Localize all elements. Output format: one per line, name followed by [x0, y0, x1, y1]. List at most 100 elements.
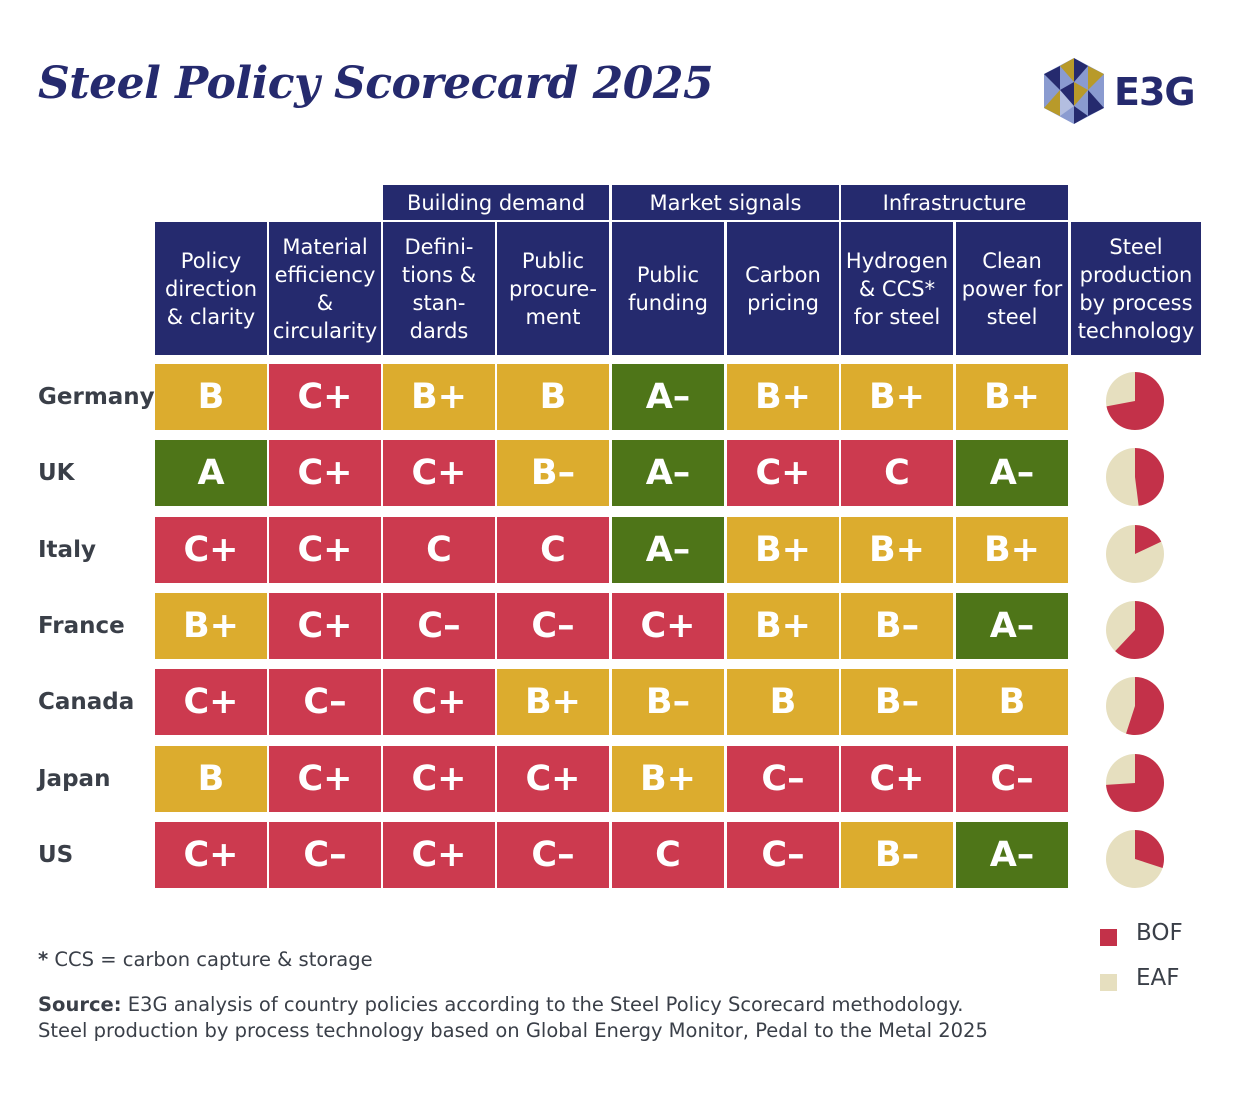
grade-cell: C–	[956, 745, 1068, 812]
grade-cell: B+	[841, 516, 953, 583]
grade-cell: C	[383, 516, 495, 583]
grade-cell: B–	[497, 440, 609, 507]
logo-text: E3G	[1114, 70, 1196, 114]
grade-cell: B–	[841, 669, 953, 736]
grade-cell: A–	[956, 440, 1068, 507]
column-header-line: &	[316, 290, 334, 315]
source-note: Source: E3G analysis of country policies…	[38, 992, 988, 1044]
pie-slice-bof	[1126, 677, 1164, 736]
production-header: Steel production by process technology	[1071, 222, 1201, 355]
column-header-line: Policy	[180, 248, 242, 273]
production-header-line: production	[1079, 262, 1193, 287]
source-label: Source:	[38, 993, 122, 1016]
grade-cell: A	[155, 440, 267, 507]
grade-cell: B+	[956, 516, 1068, 583]
grade-cell: C+	[383, 440, 495, 507]
column-header-line: for steel	[853, 304, 941, 329]
source-line-1: E3G analysis of country policies accordi…	[121, 993, 964, 1016]
column-header: Policy direction & clarity	[155, 222, 267, 355]
column-header-line: power for	[961, 276, 1063, 301]
production-header-line: technology	[1077, 318, 1195, 343]
column-header-line: efficiency	[274, 262, 376, 287]
grade-cell: B+	[612, 745, 724, 812]
grade-cell: B+	[727, 592, 839, 659]
country-label: US	[38, 841, 74, 868]
grade-cell: B–	[612, 669, 724, 736]
production-pie	[1106, 372, 1164, 430]
grade-cell: C+	[269, 440, 381, 507]
column-header-line: circularity	[272, 318, 378, 343]
production-header-line: Steel	[1109, 234, 1163, 259]
grade-cell: C–	[269, 821, 381, 888]
country-label: Italy	[38, 536, 96, 563]
column-header-line: procure-	[509, 276, 597, 301]
grade-cell: C+	[269, 745, 381, 812]
production-pie	[1106, 600, 1164, 659]
grade-cell: A–	[612, 440, 724, 507]
legend-swatch	[1100, 929, 1117, 946]
production-header-line: by process	[1079, 290, 1193, 315]
column-header-line: Clean	[982, 248, 1042, 273]
column-header-line: funding	[628, 290, 708, 315]
pie-slice-bof	[1106, 372, 1164, 430]
grade-cell: C–	[727, 821, 839, 888]
column-header-line: Public	[521, 248, 585, 273]
group-header: Building demand	[383, 185, 609, 220]
grade-cell: C+	[269, 592, 381, 659]
grade-cell: B	[956, 669, 1068, 736]
production-pie	[1106, 829, 1164, 888]
grade-cell: C–	[383, 592, 495, 659]
column-header-line: pricing	[747, 290, 819, 315]
hexagon-logo-icon	[1044, 58, 1104, 124]
country-label: France	[38, 612, 125, 639]
grade-cell: C+	[155, 516, 267, 583]
column-header: Hydrogen & CCS* for steel	[841, 222, 953, 355]
grade-cell: C	[612, 821, 724, 888]
grade-cell: B	[497, 364, 609, 430]
grade-cell: C+	[383, 669, 495, 736]
grade-cell: B	[155, 364, 267, 430]
grade-cell: A–	[612, 364, 724, 430]
grade-cell: B+	[727, 364, 839, 430]
group-header: Market signals	[612, 185, 839, 220]
e3g-logo: E3G	[1040, 56, 1200, 126]
grade-cell: C+	[383, 745, 495, 812]
group-header: Infrastructure	[841, 185, 1068, 220]
column-header-line: tions &	[401, 262, 477, 287]
grade-cell: B+	[155, 592, 267, 659]
footnote-marker: *	[38, 948, 49, 971]
grade-cell: C+	[612, 592, 724, 659]
footnote-text: CCS = carbon capture & storage	[48, 948, 373, 971]
production-pie	[1106, 677, 1164, 736]
column-header: Carbon pricing	[727, 222, 839, 355]
column-header: Public funding	[612, 222, 724, 355]
column-header-line: steel	[986, 304, 1038, 329]
grade-cell: C–	[269, 669, 381, 736]
column-header: Material efficiency & circularity	[269, 222, 381, 355]
column-header-line: stan-	[412, 290, 466, 315]
grade-cell: C–	[497, 821, 609, 888]
grade-cell: C+	[155, 821, 267, 888]
column-header-line: ment	[525, 304, 581, 329]
grade-cell: C+	[269, 364, 381, 430]
column-header-line: direction	[164, 276, 258, 301]
legend-swatch	[1100, 974, 1117, 991]
column-header: Defini-tions & stan-dards	[383, 222, 495, 355]
grade-cell: B–	[841, 821, 953, 888]
grade-cell: C	[497, 516, 609, 583]
column-header-line: & clarity	[166, 304, 256, 329]
grade-cell: B	[727, 669, 839, 736]
production-pie	[1106, 448, 1164, 507]
column-header-line: & CCS*	[858, 276, 936, 301]
country-label: Canada	[38, 689, 135, 716]
grade-cell: A–	[956, 592, 1068, 659]
grade-cell: C+	[155, 669, 267, 736]
legend-label: EAF	[1136, 965, 1180, 991]
grade-cell: C+	[497, 745, 609, 812]
source-line-2: Steel production by process technology b…	[38, 1019, 988, 1042]
grade-cell: B+	[841, 364, 953, 430]
grade-cell: B+	[956, 364, 1068, 430]
grade-cell: B	[155, 745, 267, 812]
grade-cell: C–	[497, 592, 609, 659]
pie-slice-bof	[1106, 753, 1164, 812]
